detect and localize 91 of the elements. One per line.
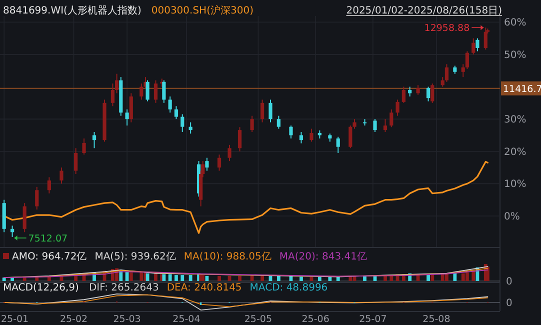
candlestick [35, 186, 39, 210]
bar [140, 272, 144, 281]
candlestick [260, 99, 264, 123]
series-label: DEA: 240.8145 [166, 282, 242, 294]
candlestick [476, 38, 480, 52]
candlestick [154, 80, 158, 104]
bar [238, 276, 242, 281]
candlestick [125, 108, 129, 126]
candlestick [228, 144, 232, 162]
candlestick [92, 131, 96, 149]
series-label: MACD: 48.8996 [250, 282, 328, 294]
candlestick [289, 125, 293, 139]
annotation: 12958.88 [424, 23, 470, 34]
text: 0 [506, 298, 512, 309]
candlestick [74, 148, 78, 174]
y-tick-label: 0% [504, 211, 520, 222]
candlestick [22, 202, 26, 233]
bar [168, 274, 172, 281]
candlestick [430, 83, 434, 104]
candlestick [299, 131, 304, 144]
candlestick [110, 83, 115, 107]
y-tick-label: 10% [504, 179, 526, 190]
bar [363, 276, 366, 281]
candlestick [348, 125, 352, 149]
candlestick [47, 176, 51, 194]
text: 000300.SH(沪深300) [151, 4, 254, 16]
candlestick [310, 128, 314, 142]
bar [384, 276, 387, 281]
bar [276, 276, 280, 281]
candlestick [268, 99, 272, 123]
chart-title: 8841699.WI(人形机器人指数) [3, 4, 142, 16]
chart-title: MACD(12,26,9) [3, 282, 80, 294]
bar [154, 273, 158, 281]
candlestick [276, 115, 280, 130]
candlestick [115, 73, 119, 94]
candlestick [426, 86, 430, 102]
candlestick [60, 167, 64, 184]
annotation: 7512.07 [28, 233, 68, 244]
candlestick [465, 50, 470, 70]
candlestick [390, 108, 394, 128]
legend-label: AMO: 964.72亿 [12, 252, 87, 262]
bar [466, 272, 469, 281]
series-label: MA(20): 843.41亿 [279, 252, 367, 262]
y-tick-label: 50% [504, 50, 526, 61]
candlestick [82, 138, 86, 156]
x-tick-label: 25-08 [422, 314, 450, 325]
candlestick [238, 126, 242, 152]
candlestick [129, 92, 133, 123]
text: 0 [506, 276, 512, 288]
x-tick-label: 25-05 [244, 314, 272, 325]
candlestick [205, 157, 209, 172]
x-tick-label: 25-02 [60, 314, 88, 325]
candlestick [168, 96, 172, 114]
candlestick [146, 80, 150, 102]
y-tick-label: 20% [504, 146, 526, 158]
series-label: DIF: 265.2643 [88, 282, 159, 294]
candlestick [472, 38, 476, 55]
y-tick-label: 60% [504, 18, 526, 29]
x-tick-label: 25-07 [359, 314, 387, 325]
bar [129, 272, 133, 281]
bar [174, 275, 178, 281]
chart-subtitle: 2025/01/02-2025/08/26(158日) [346, 6, 502, 16]
bar [180, 275, 184, 281]
candlestick [217, 154, 222, 172]
candlestick [402, 86, 406, 104]
candlestick [250, 115, 254, 132]
candlestick [336, 136, 340, 154]
bar [218, 276, 221, 281]
bar [440, 274, 444, 281]
series-label: MA(5): 939.62亿 [94, 252, 176, 262]
candlestick [162, 80, 166, 104]
series-label: MA(10): 988.05亿 [184, 252, 272, 262]
x-tick-label: 25-03 [113, 314, 141, 325]
x-tick-label: 25-06 [302, 314, 330, 325]
candlestick [373, 118, 377, 132]
bar [300, 276, 303, 281]
candlestick [444, 64, 449, 82]
candlestick [383, 118, 388, 132]
candlestick [416, 84, 420, 96]
bar [486, 266, 490, 281]
bar [472, 270, 476, 281]
x-tick-label: 25-04 [172, 314, 200, 325]
y-tick-label: 30% [504, 114, 526, 126]
candlestick [174, 106, 178, 120]
bar [119, 270, 123, 281]
bar [461, 273, 465, 281]
bar [188, 275, 192, 281]
candlestick [396, 99, 400, 116]
x-tick-label: 25-01 [1, 314, 29, 325]
candlestick [180, 114, 184, 132]
candlestick [140, 83, 144, 100]
